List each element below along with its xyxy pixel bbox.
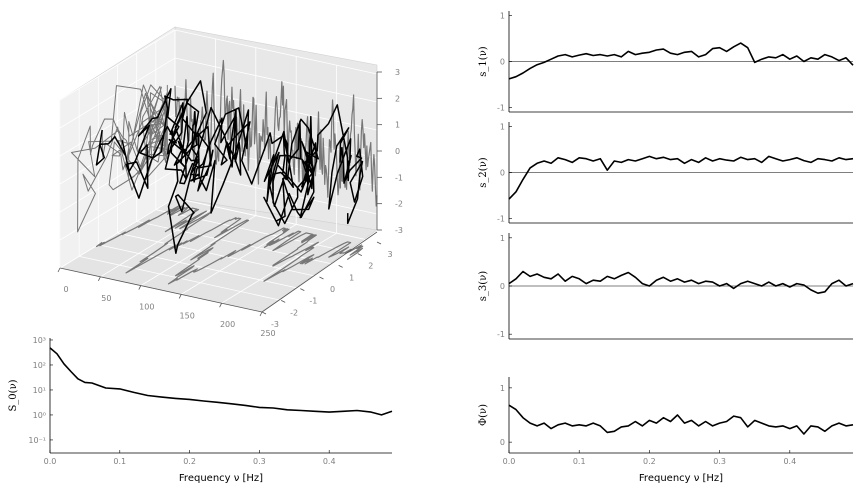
- y-tick-label: 0: [500, 169, 505, 178]
- x-tick: [138, 285, 142, 290]
- x-tick-label: 250: [260, 329, 275, 338]
- s1-panel: 1 0 -1 s_1(ν): [478, 11, 854, 112]
- x-tick-label: 50: [101, 294, 111, 303]
- y-axis-label: S_0(ν): [8, 379, 19, 411]
- y-tick-label: 10³: [33, 336, 46, 345]
- x-tick: [178, 294, 182, 299]
- y-axis-edge: [261, 231, 378, 313]
- x-axis-label: Frequency ν [Hz]: [639, 473, 723, 484]
- x-tick-label: 150: [180, 311, 195, 320]
- y-tick-label: 10¹: [33, 386, 46, 395]
- y-tick: [261, 311, 267, 315]
- y-tick-label: 1: [500, 12, 505, 21]
- x-tick-label: 0.2: [183, 457, 196, 466]
- y-tick-label: 10²: [33, 361, 46, 370]
- y-tick-label: 1: [349, 273, 354, 282]
- x-tick-label: 0.1: [573, 457, 586, 466]
- y-tick-label: 2: [368, 262, 373, 271]
- y-tick-label: 1: [500, 234, 505, 243]
- y-tick-label: -1: [309, 297, 317, 306]
- side-projection: [70, 84, 168, 233]
- y-tick-label: 1: [500, 384, 505, 393]
- x-tick-label: 200: [220, 320, 235, 329]
- z-tick-label: 2: [395, 94, 400, 103]
- y-tick-label: -1: [497, 214, 505, 223]
- y-axis-label: s_3(ν): [478, 271, 489, 301]
- z-tick-label: 3: [395, 68, 400, 77]
- y-tick: [319, 276, 324, 280]
- y-tick-label: -1: [497, 330, 505, 339]
- z-tick-label: 0: [395, 147, 400, 156]
- z-tick-label: -1: [395, 173, 403, 182]
- y-tick-label: 0: [500, 438, 505, 447]
- y-tick-label: 0: [500, 58, 505, 67]
- x-tick: [57, 267, 61, 273]
- x-tick-label: 0.2: [643, 457, 656, 466]
- x-tick-label: 0.4: [323, 457, 336, 466]
- phi-panel: 1 0 0.0 0.1 0.2 0.3 0.4 Φ(ν) Frequency ν [Hz]: [478, 377, 854, 484]
- trajectory-3d: [95, 80, 364, 255]
- grid-line: [59, 57, 378, 129]
- y-tick-label: 10⁰: [33, 411, 46, 420]
- spectral-density-line: [49, 347, 393, 416]
- s3-panel: 1 0 -1 s_3(ν): [478, 233, 854, 340]
- x-tick-label: 0.3: [253, 457, 266, 466]
- x-tick-label: 0.0: [44, 457, 57, 466]
- s2-panel: 1 0 -1 s_2(ν): [478, 122, 854, 223]
- y-tick: [357, 253, 363, 257]
- trajectory-lines: [70, 59, 378, 285]
- grid-line: [59, 29, 378, 101]
- panels-2d: 10⁻¹ 10⁰ 10¹ 10² 10³ 0.0 0.1 0.2 0.3 0.4 S_0(ν) Fre…: [8, 11, 854, 484]
- x-tick-label: 0: [63, 285, 68, 294]
- y-tick-label: -3: [271, 320, 279, 329]
- x-axis-edge: [59, 267, 263, 313]
- y-tick: [300, 288, 305, 292]
- y-tick-label: 0: [330, 285, 335, 294]
- x-tick-label: 0.3: [713, 457, 726, 466]
- x-tick-label: 100: [139, 303, 154, 312]
- y-tick-label: -1: [497, 103, 505, 112]
- y-tick: [338, 264, 343, 268]
- x-tick-label: 0.0: [503, 457, 516, 466]
- phi-line: [508, 404, 854, 435]
- y-axis-label: s_1(ν): [478, 46, 489, 76]
- y-tick-label: 3: [387, 250, 392, 259]
- y-tick-label: 10⁻¹: [28, 436, 46, 445]
- y-tick-label: 0: [500, 282, 505, 291]
- y-tick-label: -2: [290, 308, 298, 317]
- y-tick: [376, 241, 382, 245]
- y-axis-label: Φ(ν): [478, 404, 489, 426]
- x-tick: [259, 311, 263, 317]
- y-tick-label: 1: [500, 123, 505, 132]
- x-tick-label: 0.4: [783, 457, 796, 466]
- floor-projection: [95, 205, 364, 285]
- x-axis-label: Frequency ν [Hz]: [179, 473, 263, 484]
- y-tick: [280, 299, 286, 303]
- z-tick-label: -2: [395, 200, 403, 209]
- x-tick: [219, 303, 222, 308]
- s3-line: [508, 270, 854, 295]
- spectral-density-panel: 10⁻¹ 10⁰ 10¹ 10² 10³ 0.0 0.1 0.2 0.3 0.4 S_0(ν) Fre…: [8, 336, 393, 484]
- x-tick-label: 0.1: [113, 457, 126, 466]
- x-tick: [98, 276, 101, 281]
- z-tick-label: 1: [395, 121, 400, 130]
- z-tick-label: -3: [395, 226, 403, 235]
- s1-line: [508, 42, 854, 80]
- s2-line: [508, 155, 854, 200]
- y-axis-label: s_2(ν): [478, 157, 489, 187]
